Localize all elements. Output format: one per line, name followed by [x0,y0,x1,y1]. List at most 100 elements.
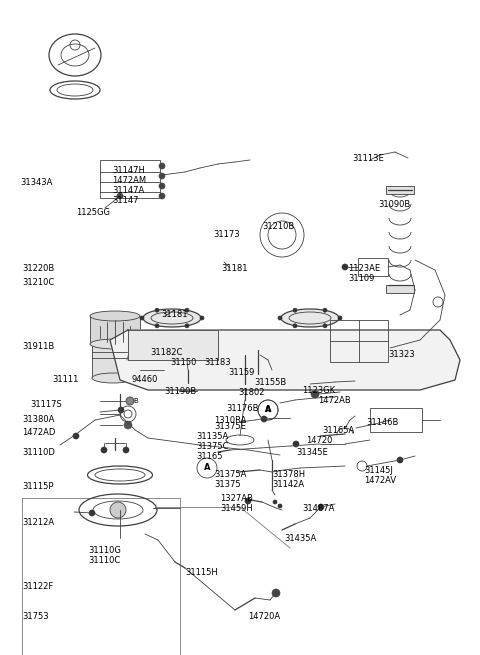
Text: 31110C: 31110C [88,556,120,565]
Circle shape [159,183,165,189]
Ellipse shape [143,309,201,327]
Bar [386,186,414,194]
Circle shape [261,416,267,422]
Text: 94460: 94460 [132,375,158,384]
Text: 31181: 31181 [161,310,188,319]
Text: 31375: 31375 [214,480,240,489]
Text: 31147A: 31147A [112,186,144,195]
Text: 31343A: 31343A [20,178,52,187]
Text: 31323: 31323 [388,350,415,359]
Circle shape [311,390,319,398]
Circle shape [293,324,297,328]
Text: 31145J: 31145J [364,466,393,475]
Circle shape [101,447,107,453]
Circle shape [155,309,159,312]
Bar [140,355,164,385]
Text: 1125GG: 1125GG [76,208,110,217]
Text: 1327AB: 1327AB [220,494,253,503]
Circle shape [89,510,95,516]
Bar [22,498,180,655]
Ellipse shape [90,311,140,321]
Bar [92,340,134,378]
Circle shape [397,457,403,463]
Bar [330,320,388,362]
Text: A: A [265,405,271,415]
Circle shape [242,352,248,358]
Text: 31378H: 31378H [272,470,305,479]
Circle shape [318,504,324,510]
Text: 31110G: 31110G [88,546,121,555]
Ellipse shape [92,373,134,383]
Text: 31159: 31159 [228,368,254,377]
Text: 1472AV: 1472AV [364,476,396,485]
Text: 31110D: 31110D [22,448,55,457]
Bar [386,285,414,293]
Text: 31435A: 31435A [284,534,316,543]
Text: 31212A: 31212A [22,518,54,527]
Text: 31176B: 31176B [226,404,259,413]
Text: 14720: 14720 [306,436,332,445]
Text: 31115P: 31115P [22,482,53,491]
Bar [90,316,140,344]
Text: 1123GK: 1123GK [302,386,335,395]
Bar [95,362,131,378]
Text: 31173: 31173 [213,230,240,239]
Circle shape [110,502,126,518]
Text: 31109: 31109 [348,274,374,283]
Circle shape [159,193,165,199]
Circle shape [73,433,79,439]
Text: 31220B: 31220B [22,264,54,273]
Text: 31165: 31165 [196,452,223,461]
Text: 31375C: 31375C [196,442,228,451]
Circle shape [278,316,282,320]
Circle shape [159,163,165,169]
Text: 31375E: 31375E [214,422,246,431]
Circle shape [185,309,189,312]
Circle shape [124,421,132,429]
Text: 31345E: 31345E [296,448,328,457]
Text: 31190B: 31190B [164,387,196,396]
Text: 31142A: 31142A [272,480,304,489]
Text: 31375A: 31375A [214,470,246,479]
Text: 1123AE: 1123AE [348,264,380,273]
Text: 31090B: 31090B [378,200,410,209]
Polygon shape [128,330,218,360]
Bar [179,375,197,391]
Polygon shape [110,330,460,390]
Circle shape [117,193,123,199]
Text: 31150: 31150 [170,358,196,367]
Circle shape [323,309,327,312]
Text: 31210B: 31210B [262,222,294,231]
Circle shape [342,264,348,270]
Text: 31111: 31111 [52,375,78,384]
Text: 31122F: 31122F [22,582,53,591]
Ellipse shape [90,339,140,349]
Circle shape [155,324,159,328]
Ellipse shape [95,358,131,366]
Text: 31182C: 31182C [150,348,182,357]
Text: 31753: 31753 [22,612,48,621]
Text: 31135A: 31135A [196,432,228,441]
Text: 31181: 31181 [221,264,248,273]
Circle shape [323,324,327,328]
Text: 31911B: 31911B [22,342,54,351]
Text: A: A [204,464,210,472]
Text: 31147: 31147 [112,196,139,205]
Circle shape [185,324,189,328]
Text: 31155B: 31155B [254,378,286,387]
Circle shape [272,589,280,597]
Text: 31380A: 31380A [22,415,54,424]
Circle shape [245,498,251,504]
Text: 14720A: 14720A [248,612,280,621]
Text: 31117S: 31117S [30,400,62,409]
Bar [358,258,388,276]
Circle shape [118,407,124,413]
Circle shape [140,316,144,320]
Circle shape [293,309,297,312]
Bar [100,160,160,198]
Text: B: B [133,398,138,404]
Text: 1472AB: 1472AB [318,396,351,405]
Ellipse shape [92,335,134,345]
Bar [370,408,422,432]
Text: 31146B: 31146B [366,418,398,427]
